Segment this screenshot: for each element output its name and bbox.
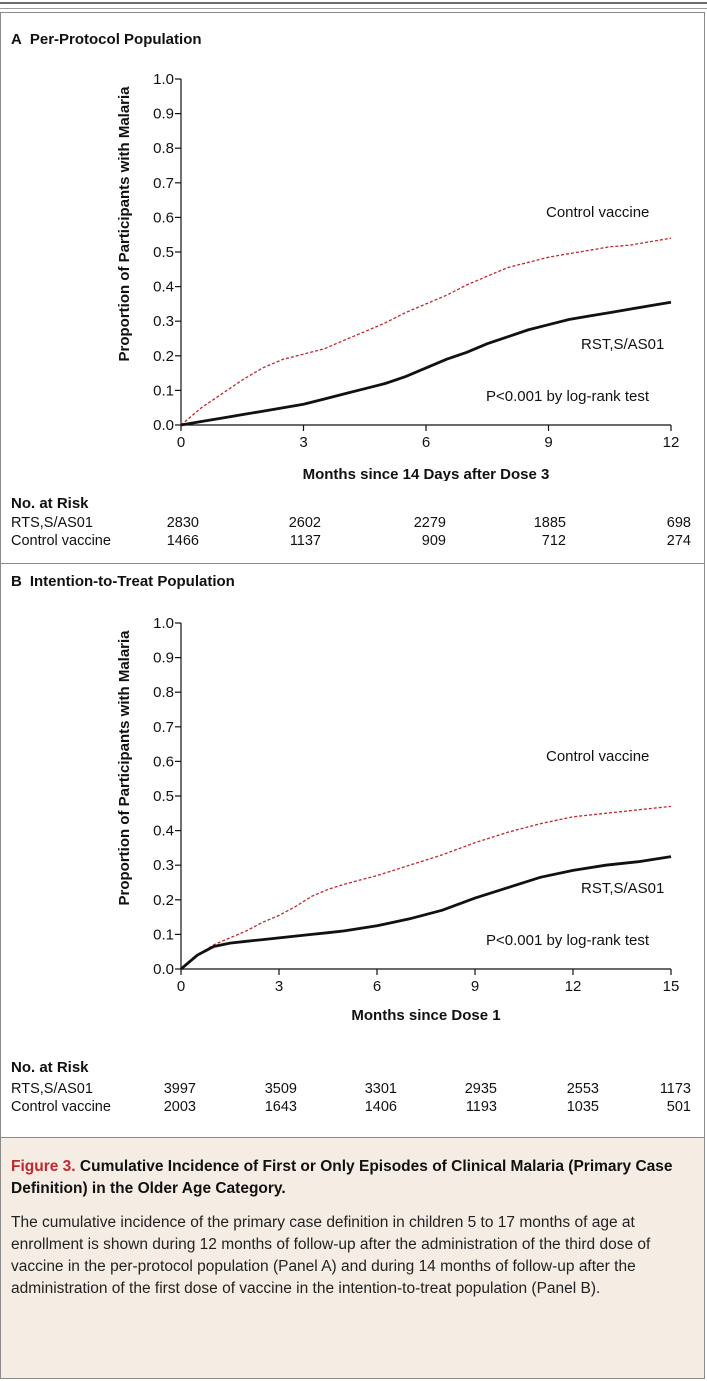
- panel-b-risk-cell: 1643: [264, 1099, 297, 1115]
- panel-b-x-tick-label: 12: [565, 978, 582, 995]
- panel-a-y-axis-label: Proportion of Participants with Malaria: [116, 86, 133, 362]
- panel-a-letter: A: [11, 31, 22, 48]
- panel-b-x-tick-label: 15: [663, 978, 680, 995]
- panel-b-control-label: Control vaccine: [546, 748, 649, 765]
- panel-b-vaccine-label: RST,S/AS01: [581, 880, 664, 897]
- panel-b-x-tick-label: 6: [373, 978, 381, 995]
- panel-a-y-tick-label: 0.8: [153, 140, 174, 157]
- panel-a-x-axis-label: Months since 14 Days after Dose 3: [303, 466, 550, 481]
- panel-a-title-text: Per-Protocol Population: [29, 31, 202, 48]
- panel-a-risk-cell: 712: [541, 533, 566, 549]
- panel-a-risk-cell: 1137: [289, 533, 321, 549]
- panel-b-y-tick-label: 0.8: [153, 684, 174, 701]
- panel-a-y-tick-label: 0.2: [153, 348, 174, 365]
- panel-b-risk-cell: 1406: [364, 1099, 397, 1115]
- caption-title: Figure 3. Cumulative Incidence of First …: [11, 1156, 696, 1200]
- panel-b-risk-row-label: RTS,S/AS01: [11, 1081, 93, 1097]
- panel-b-y-tick-label: 0.1: [153, 926, 174, 943]
- panel-b-y-axis-label: Proportion of Participants with Malaria: [116, 630, 133, 906]
- panel-a-p-value: P<0.001 by log-rank test: [486, 388, 650, 405]
- panel-b-risk-cell: 501: [666, 1099, 691, 1115]
- panel-b-risk-cell: 3509: [264, 1081, 297, 1097]
- panel-b-letter: B: [11, 573, 22, 590]
- panel-b-x-tick-label: 9: [471, 978, 479, 995]
- panel-a-control-label: Control vaccine: [546, 204, 649, 221]
- panel-a-y-tick-label: 0.1: [153, 382, 174, 399]
- panel-a-risk-row-label: RTS,S/AS01: [11, 515, 93, 531]
- panel-a-risk-cell: 2602: [288, 515, 321, 531]
- panel-a-rtss-curve: [180, 300, 672, 427]
- panel-a-risk-row: RTS,S/AS01 2830 2602 2279 1885 698: [11, 515, 701, 533]
- panel-a-x-tick-label: 12: [663, 434, 680, 451]
- panel-b-risk-cell: 3301: [364, 1081, 397, 1097]
- panel-b-y-tick-label: 0.9: [153, 650, 174, 667]
- panel-b-risk-cell: 2553: [566, 1081, 599, 1097]
- panel-b-y-tick-label: 0.3: [153, 857, 174, 874]
- panel-a-y-tick-label: 0.3: [153, 313, 174, 330]
- panel-a-control-vaccine-curve: [180, 237, 672, 426]
- caption-title-text: Cumulative Incidence of First or Only Ep…: [11, 1158, 673, 1197]
- panel-b-y-tick-label: 0.5: [153, 788, 174, 805]
- panel-b-risk-cell: 1035: [566, 1099, 599, 1115]
- panel-a-x-tick-label: 6: [422, 434, 430, 451]
- panel-b-rtss-curve: [180, 855, 672, 971]
- caption-figure-label: Figure 3.: [11, 1158, 76, 1175]
- figure-caption: Figure 3. Cumulative Incidence of First …: [1, 1137, 704, 1378]
- panel-b-x-tick-label: 0: [177, 978, 185, 995]
- panel-b-x-axis-label: Months since Dose 1: [351, 1007, 500, 1024]
- panel-a-risk-cell: 274: [666, 533, 691, 549]
- panel-a-risk-cell: 909: [421, 533, 446, 549]
- panel-a-vaccine-label: RST,S/AS01: [581, 336, 664, 353]
- panel-b-risk-cell: 2003: [163, 1099, 196, 1115]
- panel-a-y-tick-label: 0.7: [153, 175, 174, 192]
- panel-a-risk-row: Control vaccine 1466 1137 909 712 274: [11, 533, 701, 551]
- panel-b-chart: Proportion of Participants with Malaria …: [116, 615, 680, 1024]
- figure-frame: A Per-Protocol Population Proportion of P…: [0, 12, 705, 1379]
- panel-b-title-text: Intention-to-Treat Population: [29, 573, 235, 590]
- panel-b-x-tick-label: 3: [275, 978, 283, 995]
- panel-b-risk-row-label: Control vaccine: [11, 1099, 111, 1115]
- top-rule: [0, 2, 707, 4]
- panel-a-risk-cell: 1466: [166, 533, 199, 549]
- panel-b-y-tick-label: 0.0: [153, 961, 174, 978]
- panel-a-y-tick-label: 0.6: [153, 209, 174, 226]
- panel-a-risk-row-label: Control vaccine: [11, 533, 111, 549]
- panel-divider: [1, 563, 704, 564]
- panel-b-risk-title: No. at Risk: [11, 1059, 89, 1076]
- panel-a-y-tick-label: 0.5: [153, 244, 174, 261]
- caption-body: The cumulative incidence of the primary …: [11, 1214, 651, 1297]
- panel-a-risk-title: No. at Risk: [11, 495, 89, 512]
- panel-a-risk-cell: 698: [666, 515, 691, 531]
- panel-a-y-tick-label: 0.0: [153, 417, 174, 434]
- panel-b-risk-row: Control vaccine 2003 1643 1406 1193 1035 501: [11, 1099, 701, 1117]
- panel-b-p-value: P<0.001 by log-rank test: [486, 932, 650, 949]
- panel-b-y-tick-label: 0.7: [153, 719, 174, 736]
- top-rule-thin: [0, 8, 707, 9]
- panel-a-y-tick-label: 0.9: [153, 106, 174, 123]
- panel-a-title: A Per-Protocol Population: [11, 31, 202, 48]
- panel-b-risk-cell: 2935: [464, 1081, 497, 1097]
- panel-b-y-tick-label: 0.2: [153, 892, 174, 909]
- panel-a-x-tick-label: 0: [177, 434, 185, 451]
- panel-a-risk-cell: 1885: [533, 515, 566, 531]
- panel-a-y-tick-label: 0.4: [153, 279, 174, 296]
- panel-a-x-tick-label: 9: [544, 434, 552, 451]
- panel-b-risk-cell: 1173: [659, 1081, 691, 1097]
- panel-a-risk-cell: 2279: [413, 515, 446, 531]
- panel-b-control-vaccine-curve: [180, 805, 672, 970]
- panel-b-y-tick-label: 1.0: [153, 615, 174, 632]
- panel-a-risk-cell: 2830: [166, 515, 199, 531]
- panel-b-y-tick-label: 0.4: [153, 823, 174, 840]
- panel-b-risk-cell: 1193: [465, 1099, 497, 1115]
- panel-a-x-tick-label: 3: [299, 434, 307, 451]
- panel-b-risk-row: RTS,S/AS01 3997 3509 3301 2935 2553 1173: [11, 1081, 701, 1099]
- panel-a-y-tick-label: 1.0: [153, 71, 174, 88]
- panel-b-risk-cell: 3997: [163, 1081, 196, 1097]
- panel-b-title: B Intention-to-Treat Population: [11, 573, 235, 590]
- panel-a-chart: Proportion of Participants with Malaria …: [116, 71, 680, 481]
- panel-b-y-tick-label: 0.6: [153, 753, 174, 770]
